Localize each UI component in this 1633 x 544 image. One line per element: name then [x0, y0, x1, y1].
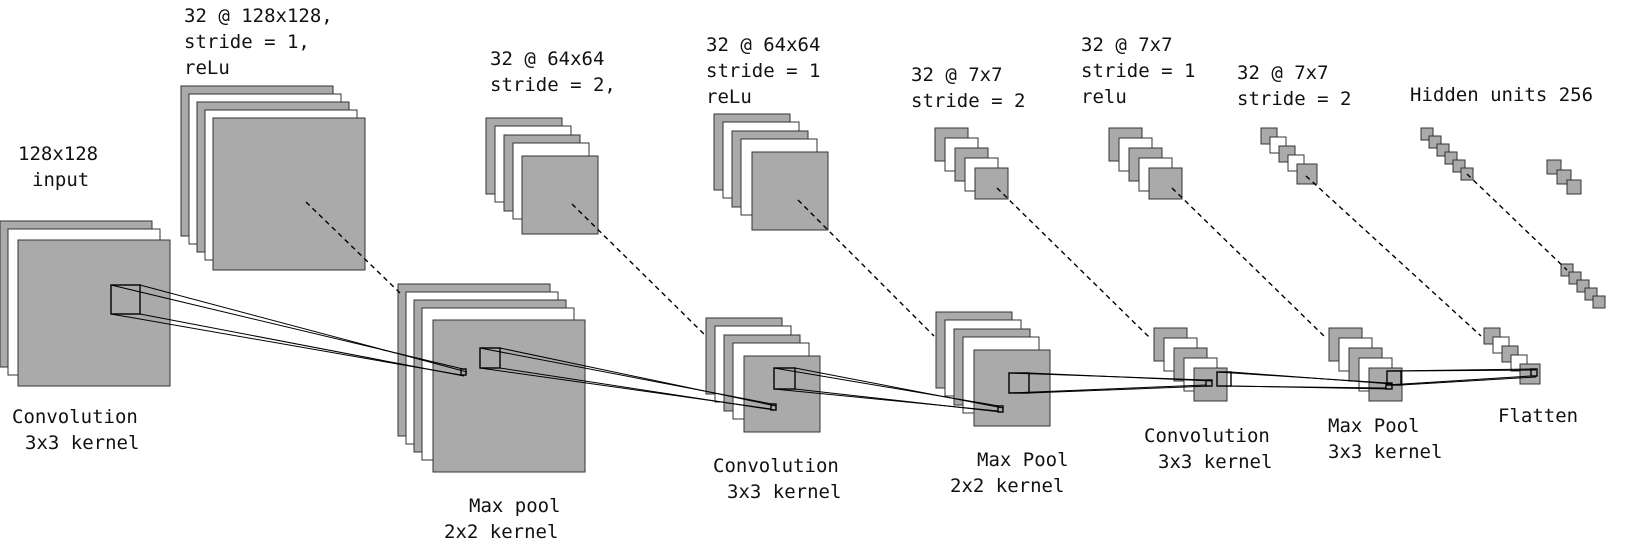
kernel-frame-pool1 — [479, 347, 501, 369]
top-labels: 128x128 input 32 @ 128x128, stride = 1, … — [18, 5, 1593, 191]
op-conv2-line1: Convolution — [713, 455, 839, 477]
operation-labels: Convolution 3x3 kernel Max pool 2x2 kern… — [12, 405, 1578, 543]
pool1-input-stack — [397, 283, 586, 473]
conv3-label-line1: 32 @ 7x7 — [1081, 34, 1173, 56]
conv3-output-stack — [1108, 127, 1183, 200]
conv2-output-stack — [713, 113, 829, 231]
op-conv2-line2: 3x3 kernel — [727, 481, 841, 503]
conv1-label-line1: 32 @ 128x128, — [184, 5, 333, 27]
pool3-output-stack — [1260, 127, 1318, 185]
pool2-output-stack — [934, 127, 1009, 200]
input-label-line1: 128x128 — [18, 143, 98, 165]
op-conv3-line1: Convolution — [1144, 425, 1270, 447]
kernel-projections — [110, 284, 1538, 413]
pool2-label-line1: 32 @ 7x7 — [911, 64, 1003, 86]
pool2-input-stack — [935, 311, 1051, 427]
conv1-label-line3: reLu — [184, 57, 230, 79]
hidden-units-chain — [1560, 263, 1606, 309]
op-pool3-line2: 3x3 kernel — [1328, 441, 1442, 463]
op-conv1-line2: 3x3 kernel — [25, 432, 139, 454]
pool1-label-line1: 32 @ 64x64 — [490, 48, 604, 70]
hidden-units-label: Hidden units 256 — [1410, 84, 1593, 106]
op-conv3-line2: 3x3 kernel — [1158, 451, 1272, 473]
conv2-label-line1: 32 @ 64x64 — [706, 34, 820, 56]
flatten-output-chain — [1420, 127, 1474, 181]
kernel-frame-conv1 — [110, 284, 141, 315]
pool1-output-stack — [485, 117, 599, 235]
op-pool1-line1: Max pool — [469, 495, 561, 517]
conv2-input-stack — [705, 317, 821, 433]
conv3-label-line2: stride = 1 — [1081, 60, 1195, 82]
op-pool2-line2: 2x2 kernel — [950, 475, 1064, 497]
conv1-output-stack — [180, 85, 366, 271]
pool3-input-stack — [1328, 327, 1403, 402]
conv2-label-line2: stride = 1 — [706, 60, 820, 82]
pool3-label-line1: 32 @ 7x7 — [1237, 62, 1329, 84]
op-pool3-line1: Max Pool — [1328, 415, 1420, 437]
pool3-label-line2: stride = 2 — [1237, 88, 1351, 110]
conv2-label-line3: reLu — [706, 86, 752, 108]
kernel-frame-conv2 — [773, 367, 796, 390]
pool1-label-line2: stride = 2, — [490, 74, 616, 96]
conv1-label-line2: stride = 1, — [184, 31, 310, 53]
pool2-label-line2: stride = 2 — [911, 90, 1025, 112]
input-label-line2: input — [32, 169, 89, 191]
op-pool1-line2: 2x2 kernel — [444, 521, 558, 543]
output-units — [1546, 159, 1582, 195]
op-conv1-line1: Convolution — [12, 406, 138, 428]
op-flatten: Flatten — [1498, 405, 1578, 427]
op-pool2-line1: Max Pool — [977, 449, 1069, 471]
conv3-label-line3: relu — [1081, 86, 1127, 108]
conv3-input-stack — [1153, 327, 1228, 402]
input-stack — [0, 220, 171, 387]
dashed-connectors — [305, 173, 1568, 339]
